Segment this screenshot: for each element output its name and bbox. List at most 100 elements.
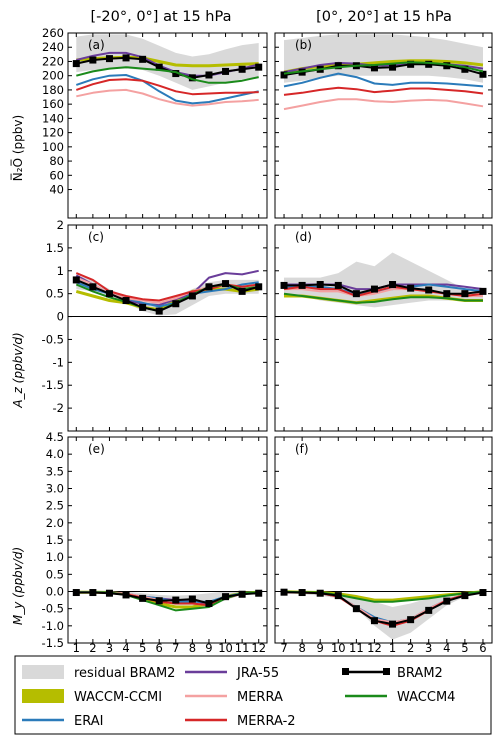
- bram2-marker: [89, 56, 97, 64]
- bram2-marker: [407, 284, 415, 292]
- series-erai: [75, 74, 259, 105]
- bram2-marker: [255, 63, 263, 71]
- legend-swatch: [22, 665, 64, 679]
- legend-item-erai: ERAI: [22, 714, 103, 729]
- bram2-marker: [238, 590, 246, 598]
- series-waccm4: [283, 292, 483, 304]
- y-tick-label: 160: [42, 97, 64, 111]
- bram2-marker: [105, 589, 113, 597]
- bram2-marker: [479, 589, 487, 597]
- x-tick-label: 11: [235, 641, 250, 655]
- bram2-marker: [222, 280, 230, 288]
- bram2-marker: [461, 290, 469, 298]
- bram2-marker: [139, 303, 147, 311]
- x-tick-label: 4: [443, 641, 450, 655]
- bram2-marker: [72, 276, 80, 284]
- y-tick-label: 120: [42, 126, 64, 140]
- x-tick-label: 10: [218, 641, 233, 655]
- bram2-marker: [238, 65, 246, 73]
- x-tick-label: 7: [172, 641, 179, 655]
- x-tick-label: 5: [139, 641, 146, 655]
- x-tick-label: 11: [349, 641, 364, 655]
- bram2-marker: [155, 307, 163, 315]
- bram2-marker: [389, 620, 397, 628]
- legend-marker: [383, 668, 390, 675]
- bram2-marker: [238, 287, 246, 295]
- ylabel-my: M_y (ppbv/d): [11, 547, 25, 625]
- y-tick-label: 180: [42, 83, 64, 97]
- y-tick-label: 200: [42, 69, 64, 83]
- panel-c: -2 -1.5 -1 -0.5 0 0.5 1 1.5 2 (c): [42, 218, 268, 432]
- ylabel-az: A_z (ppbv/d): [11, 332, 25, 408]
- y-tick-label: 4.5: [46, 430, 64, 444]
- bram2-marker: [352, 290, 360, 298]
- bram2-marker: [370, 285, 378, 293]
- bram2-marker: [172, 596, 180, 604]
- x-tick-label: 7: [280, 641, 287, 655]
- legend-item-merra: MERRA: [185, 690, 283, 705]
- legend-item-bram2: BRAM2: [342, 666, 443, 681]
- bram2-marker: [188, 74, 196, 82]
- bram2-marker: [298, 589, 306, 597]
- panel-label: (d): [295, 230, 312, 244]
- y-tick-label: -1.5: [42, 378, 64, 392]
- residual-band: [284, 590, 483, 640]
- x-tick-labels: 1 2 3 4 5 6 7 8 9 10 11 12 7 8 9 10 11 12 1 2 3 4 5 6: [73, 641, 487, 655]
- bram2-marker: [105, 55, 113, 63]
- panel-label: (a): [88, 38, 105, 52]
- y-tick-label: 100: [42, 140, 64, 154]
- bram2-marker: [222, 67, 230, 75]
- bram2-marker: [205, 600, 213, 608]
- residual-band: [284, 252, 483, 308]
- bram2-marker: [334, 281, 342, 289]
- bram2-marker: [407, 60, 415, 68]
- bram2-marker: [479, 70, 487, 78]
- bram2-marker: [72, 589, 80, 597]
- bram2-marker: [89, 589, 97, 597]
- bram2-marker: [443, 597, 451, 605]
- x-tick-label: 4: [122, 641, 129, 655]
- bram2-marker: [255, 283, 263, 291]
- legend-label: ERAI: [74, 714, 103, 729]
- series-merra-2: [75, 78, 259, 96]
- y-tick-label: 1.5: [46, 533, 64, 547]
- y-tick-label: -1: [53, 355, 64, 369]
- bram2-marker: [139, 594, 147, 602]
- legend-label: WACCM-CCMI: [74, 690, 162, 705]
- x-tick-label: 2: [89, 641, 96, 655]
- y-tick-label: 1.5: [46, 241, 64, 255]
- bram2-marker: [425, 606, 433, 614]
- legend-label: MERRA: [237, 690, 283, 705]
- bram2-marker: [72, 60, 80, 68]
- bram2-marker: [222, 593, 230, 601]
- x-tick-label: 9: [317, 641, 324, 655]
- y-tick-label: 1.0: [46, 550, 64, 564]
- bram2-marker: [443, 62, 451, 70]
- bram2-marker: [461, 65, 469, 73]
- legend-box: [14, 655, 492, 735]
- y-tick-label: 0.5: [46, 567, 64, 581]
- legend-label: MERRA-2: [237, 714, 296, 729]
- bram2-marker: [188, 292, 196, 300]
- y-tick-label: 2.0: [46, 516, 64, 530]
- panel-f: (f): [274, 436, 493, 644]
- ylabel-n2o: N̅₂O̅ (ppbv): [10, 115, 25, 181]
- x-tick-label: 1: [389, 641, 396, 655]
- bram2-marker: [255, 589, 263, 597]
- series-merra: [283, 98, 484, 111]
- bram2-marker: [139, 55, 147, 63]
- legend-item-merra-2: MERRA-2: [185, 714, 296, 729]
- legend-marker: [342, 668, 349, 675]
- series-erai: [283, 72, 484, 88]
- bram2-marker: [316, 589, 324, 597]
- series-waccm4: [283, 61, 484, 75]
- series-merra-2: [283, 86, 484, 96]
- panel-frame: [274, 32, 493, 219]
- x-tick-label: 8: [189, 641, 196, 655]
- y-tick-label: 2.5: [46, 499, 64, 513]
- bram2-marker: [280, 71, 288, 79]
- bram2-marker: [122, 54, 130, 62]
- legend: residual BRAM2 JRA-55 BRAM2 WACCM-CCMI MERRA…: [22, 665, 455, 729]
- bram2-marker: [172, 300, 180, 308]
